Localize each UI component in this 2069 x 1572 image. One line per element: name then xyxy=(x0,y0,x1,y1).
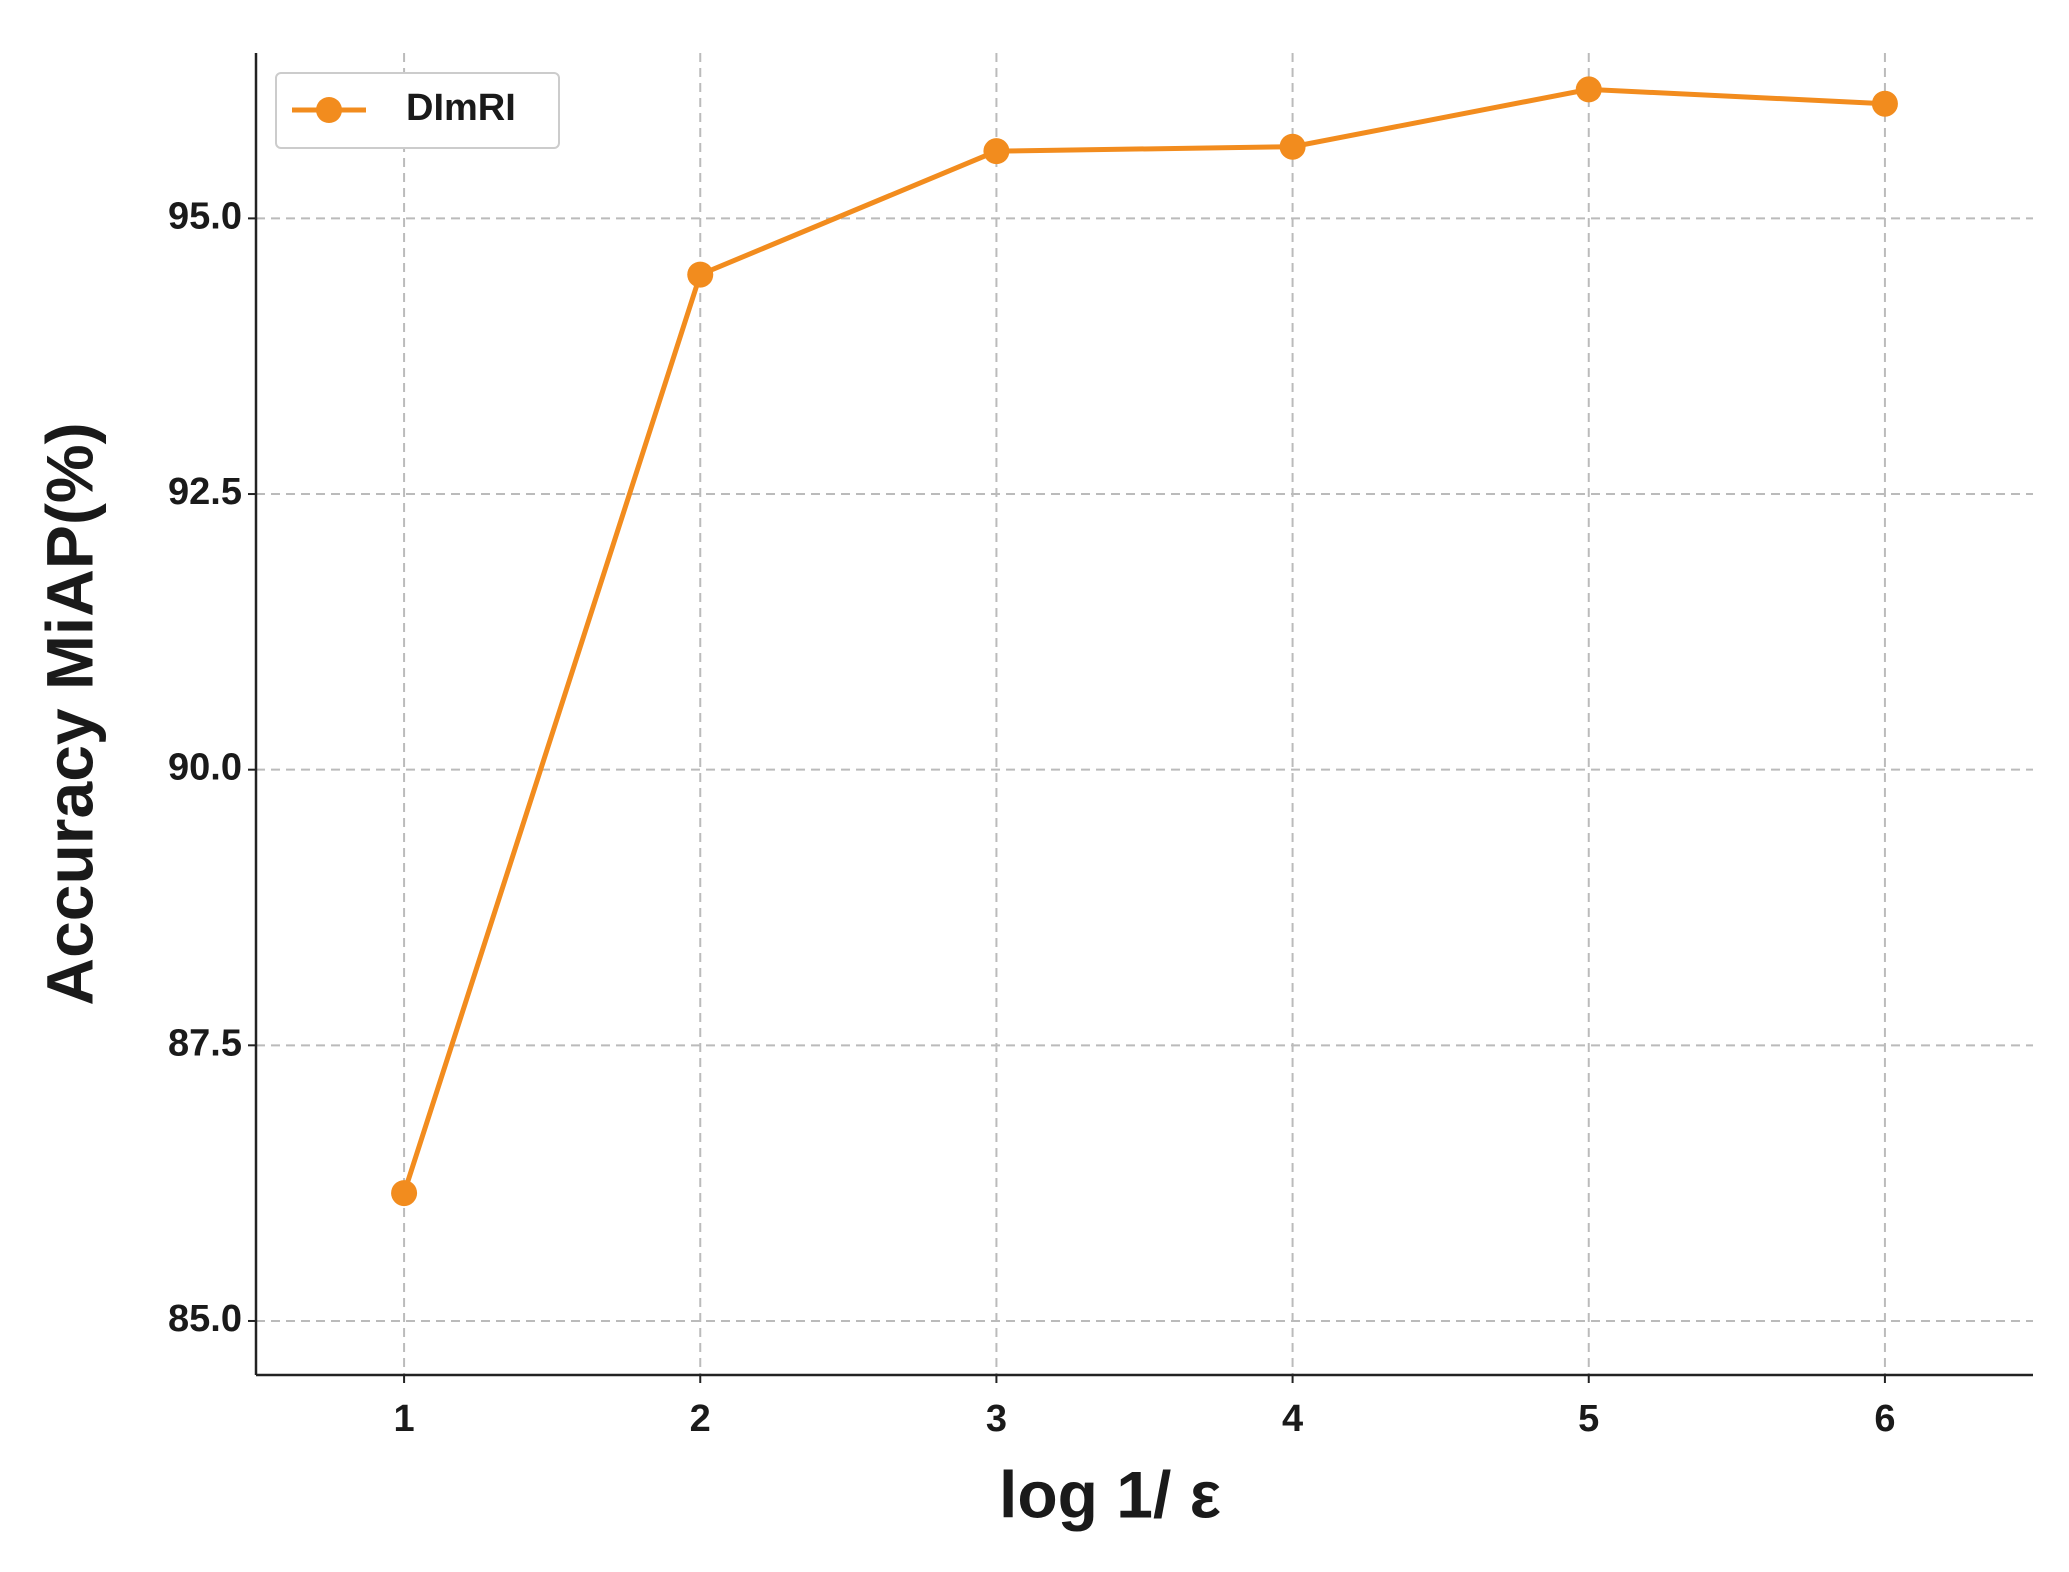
legend-box xyxy=(275,72,560,149)
x-axis-label: log 1/ ε xyxy=(999,1457,1221,1531)
data-point xyxy=(1871,90,1898,117)
legend-marker xyxy=(316,97,342,123)
data-point xyxy=(391,1180,418,1207)
y-tick-label: 90.0 xyxy=(168,747,242,789)
x-tick-label: 6 xyxy=(1874,1398,1895,1440)
y-tick-label: 95.0 xyxy=(168,195,242,237)
data-line xyxy=(401,86,1886,1194)
x-tick-label: 2 xyxy=(690,1398,711,1440)
x-tick-label: 1 xyxy=(394,1398,415,1440)
data-point xyxy=(1279,133,1306,160)
y-tick-label: 92.5 xyxy=(168,471,242,513)
y-tick-label: 85.0 xyxy=(168,1298,242,1340)
y-tick-label: 87.5 xyxy=(168,1022,242,1064)
data-point xyxy=(1575,76,1602,103)
x-tick-label: 5 xyxy=(1578,1398,1599,1440)
y-axis-label: Accuracy MiAP(%) xyxy=(32,422,106,1005)
data-point xyxy=(983,138,1010,165)
legend-label: DImRI xyxy=(406,87,516,129)
x-tick-label: 3 xyxy=(986,1398,1007,1440)
data-point xyxy=(687,261,714,288)
x-tick-label: 4 xyxy=(1282,1398,1303,1440)
